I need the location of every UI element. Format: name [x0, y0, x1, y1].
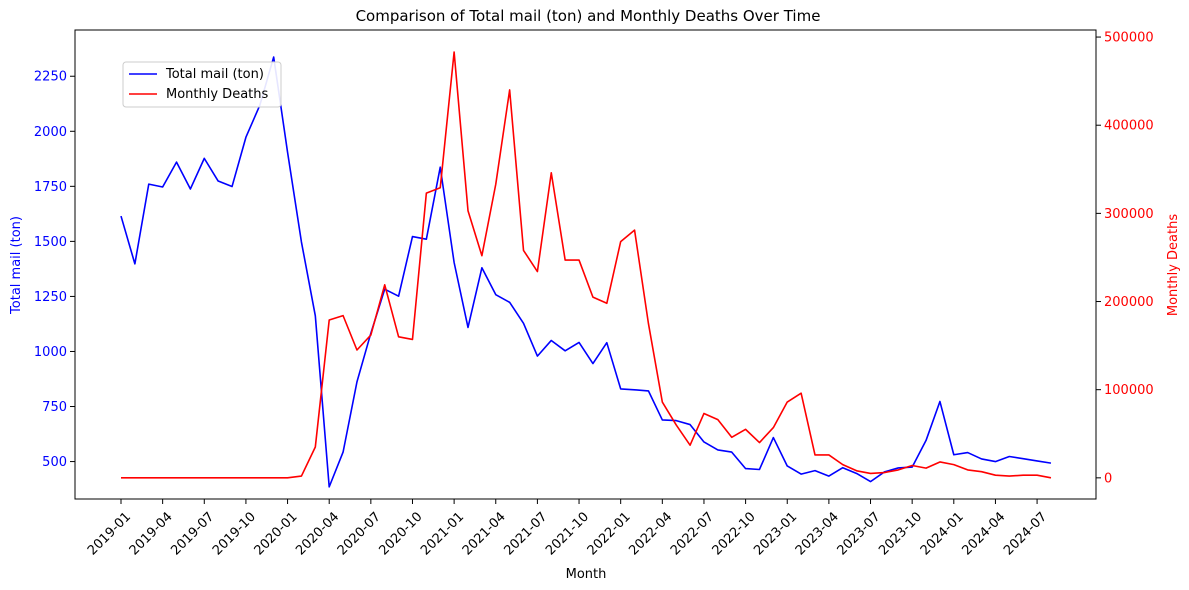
x-tick-label: 2021-01 [418, 509, 467, 558]
x-tick-label: 2021-10 [543, 509, 592, 558]
x-axis-label: Month [566, 567, 607, 582]
x-tick-label: 2022-10 [710, 509, 759, 558]
y-left-tick-label: 1250 [34, 290, 67, 305]
x-tick-label: 2019-10 [210, 509, 259, 558]
x-tick-label: 2019-07 [168, 509, 217, 558]
x-tick-label: 2020-07 [335, 509, 384, 558]
y-left-tick-label: 2000 [34, 125, 67, 140]
legend: Total mail (ton) Monthly Deaths [122, 61, 282, 108]
y-left-axis: 500 750 1000 1250 1500 1750 2000 2250 [34, 70, 75, 470]
x-tick-label: 2021-07 [501, 509, 550, 558]
y-left-tick-label: 1000 [34, 345, 67, 360]
y-right-tick-label: 200000 [1104, 295, 1154, 310]
y-left-tick-label: 750 [42, 400, 67, 415]
y-left-tick-label: 1500 [34, 235, 67, 250]
x-tick-label: 2024-07 [1001, 509, 1050, 558]
legend-label-monthly-deaths: Monthly Deaths [166, 87, 268, 102]
series-line-monthly-deaths [121, 51, 1052, 479]
y-left-tick-label: 500 [42, 455, 67, 470]
x-tick-label: 2022-07 [668, 509, 717, 558]
x-tick-label: 2020-10 [377, 509, 426, 558]
x-tick-label: 2019-04 [127, 509, 176, 558]
x-tick-label: 2020-01 [252, 509, 301, 558]
y-right-axis-label: Monthly Deaths [1166, 214, 1181, 316]
x-tick-label: 2021-04 [460, 509, 509, 558]
series-layer [120, 51, 1052, 488]
x-tick-label: 2023-10 [876, 509, 925, 558]
y-right-tick-label: 400000 [1104, 119, 1154, 134]
y-left-axis-label: Total mail (ton) [9, 216, 24, 315]
x-tick-label: 2022-01 [585, 509, 634, 558]
y-right-tick-label: 500000 [1104, 31, 1154, 46]
x-tick-label: 2020-04 [293, 509, 342, 558]
plot-frame [74, 29, 1097, 500]
y-left-tick-label: 1750 [34, 180, 67, 195]
x-tick-label: 2023-04 [793, 509, 842, 558]
legend-box [122, 61, 282, 108]
chart-title: Comparison of Total mail (ton) and Month… [356, 7, 821, 25]
x-axis: 2019-012019-042019-072019-102020-012020-… [85, 499, 1050, 558]
series-line-total-mail-ton [120, 56, 1052, 488]
x-tick-label: 2023-01 [751, 509, 800, 558]
y-left-tick-label: 2250 [34, 70, 67, 85]
y-right-tick-label: 100000 [1104, 383, 1154, 398]
x-tick-label: 2024-01 [918, 509, 967, 558]
y-right-tick-label: 300000 [1104, 207, 1154, 222]
x-tick-label: 2022-04 [626, 509, 675, 558]
y-right-tick-label: 0 [1104, 471, 1112, 486]
x-tick-label: 2024-04 [959, 509, 1008, 558]
y-right-axis: 0 100000 200000 300000 400000 500000 [1096, 31, 1154, 486]
x-tick-label: 2019-01 [85, 509, 134, 558]
x-tick-label: 2023-07 [835, 509, 884, 558]
legend-label-total-mail: Total mail (ton) [165, 67, 264, 82]
